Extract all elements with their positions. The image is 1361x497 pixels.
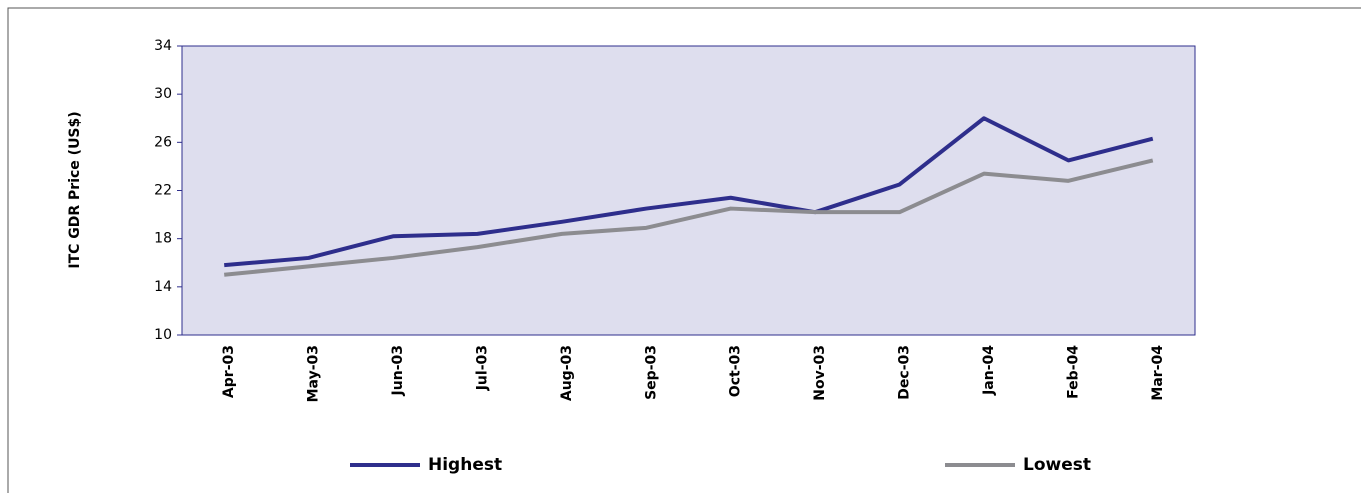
y-tick-label: 22 <box>154 183 172 199</box>
x-tick-label: Mar-04 <box>1150 345 1166 401</box>
y-tick-label: 30 <box>154 86 172 102</box>
y-axis-label: ITC GDR Price (US$) <box>67 111 83 268</box>
line-series <box>224 116 1154 268</box>
x-tick-label: Aug-03 <box>559 345 575 401</box>
y-tick-label: 34 <box>154 38 172 54</box>
line-series <box>224 158 1154 277</box>
x-tick-label: Oct-03 <box>728 345 744 397</box>
plot-area <box>181 45 1196 336</box>
x-tick-label: Apr-03 <box>221 345 237 398</box>
x-tick-label: Feb-04 <box>1065 345 1081 399</box>
x-tick-label: Nov-03 <box>812 345 828 401</box>
y-tick-label: 14 <box>154 279 172 295</box>
legend-label: Highest <box>428 455 502 475</box>
frame <box>7 7 1361 493</box>
y-tick-label: 18 <box>154 231 172 247</box>
legend-label: Lowest <box>1023 455 1091 475</box>
x-tick-label: May-03 <box>306 345 322 402</box>
x-tick-label: Jun-03 <box>390 345 406 396</box>
x-tick-label: Jul-03 <box>474 345 490 391</box>
y-tick-label: 10 <box>154 327 172 343</box>
x-tick-label: Sep-03 <box>643 345 659 400</box>
x-tick-label: Jan-04 <box>981 345 997 396</box>
y-tick-label: 26 <box>154 134 172 150</box>
x-tick-label: Dec-03 <box>897 345 913 400</box>
